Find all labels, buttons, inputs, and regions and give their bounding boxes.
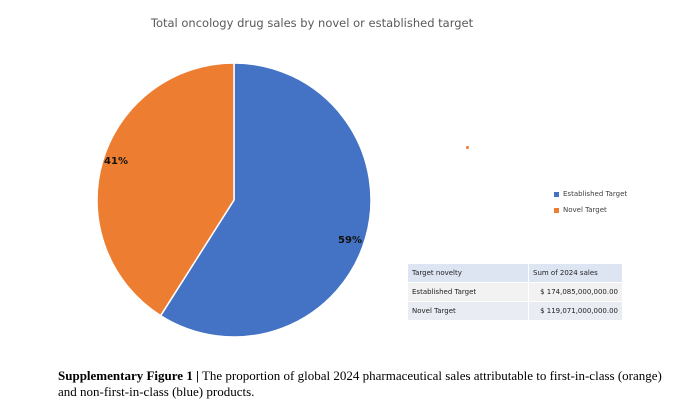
legend-swatch-novel <box>554 207 559 213</box>
chart-title: Total oncology drug sales by novel or es… <box>150 16 474 30</box>
table-cell-sales: $ 174,085,000,000.00 <box>540 288 618 296</box>
pie-slice-novel-target <box>96 62 235 317</box>
caption-text: The proportion of global 2024 pharmaceut… <box>58 368 662 399</box>
legend-label-established: Established Target <box>563 190 628 198</box>
sales-table: Target novelty Sum of 2024 sales Establi… <box>408 264 622 321</box>
table-header-target-novelty: Target novelty <box>408 264 529 283</box>
table-header-sales: Sum of 2024 sales <box>533 269 598 277</box>
table-row: Established Target $ 174,085,000,000.00 <box>408 282 622 302</box>
legend-item-novel: Novel Target <box>554 202 627 218</box>
pie-label-novel-target: 41% <box>104 156 128 167</box>
pie-chart: 59% 41% <box>96 62 372 338</box>
figure-panel: Total oncology drug sales by novel or es… <box>54 0 644 354</box>
caption-label: Supplementary Figure 1 | <box>58 368 199 383</box>
table-header-row: Target novelty Sum of 2024 sales <box>408 264 622 283</box>
legend-label-novel: Novel Target <box>563 206 607 214</box>
pie-slice-established-target <box>159 62 372 338</box>
table-cell-sales: $ 119,071,000,000.00 <box>540 307 618 315</box>
figure-caption: Supplementary Figure 1 | The proportion … <box>58 368 678 400</box>
chart-legend: Established Target Novel Target <box>554 186 627 218</box>
table-cell-target: Novel Target <box>408 301 529 321</box>
pie-label-established-target: 59% <box>338 235 362 246</box>
table-row: Novel Target $ 119,071,000,000.00 <box>408 301 622 321</box>
table-cell-target: Established Target <box>408 282 529 302</box>
legend-swatch-established <box>554 191 559 197</box>
legend-item-established: Established Target <box>554 186 627 202</box>
stray-marker <box>466 146 469 149</box>
